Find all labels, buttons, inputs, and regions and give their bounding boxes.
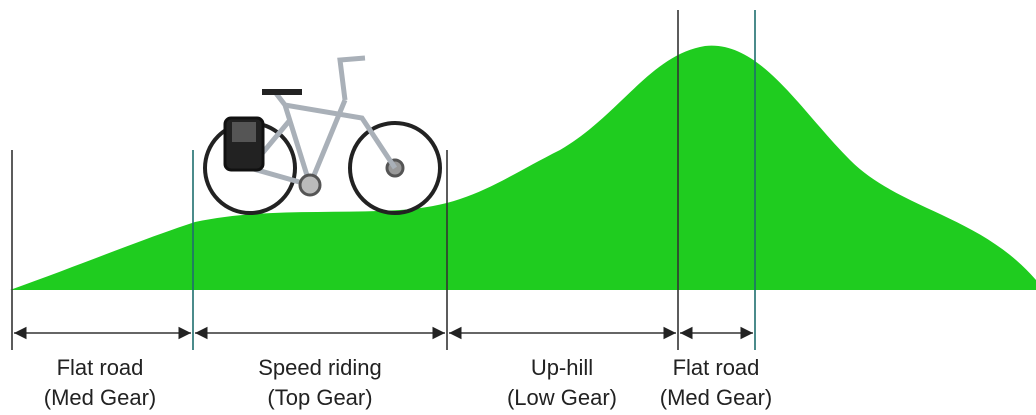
- segment-name: Flat road: [57, 355, 144, 380]
- terrain: [10, 46, 1036, 290]
- segment-gear: (Low Gear): [507, 385, 617, 410]
- segment-name: Flat road: [673, 355, 760, 380]
- segment-name: Speed riding: [258, 355, 382, 380]
- segment-gear: (Med Gear): [660, 385, 772, 410]
- segment-name: Up-hill: [531, 355, 593, 380]
- segment-gear: (Top Gear): [267, 385, 372, 410]
- gear-diagram: Flat road (Med Gear) Speed riding (Top G…: [0, 0, 1036, 415]
- bicycle: [205, 58, 440, 213]
- segment-gear: (Med Gear): [44, 385, 156, 410]
